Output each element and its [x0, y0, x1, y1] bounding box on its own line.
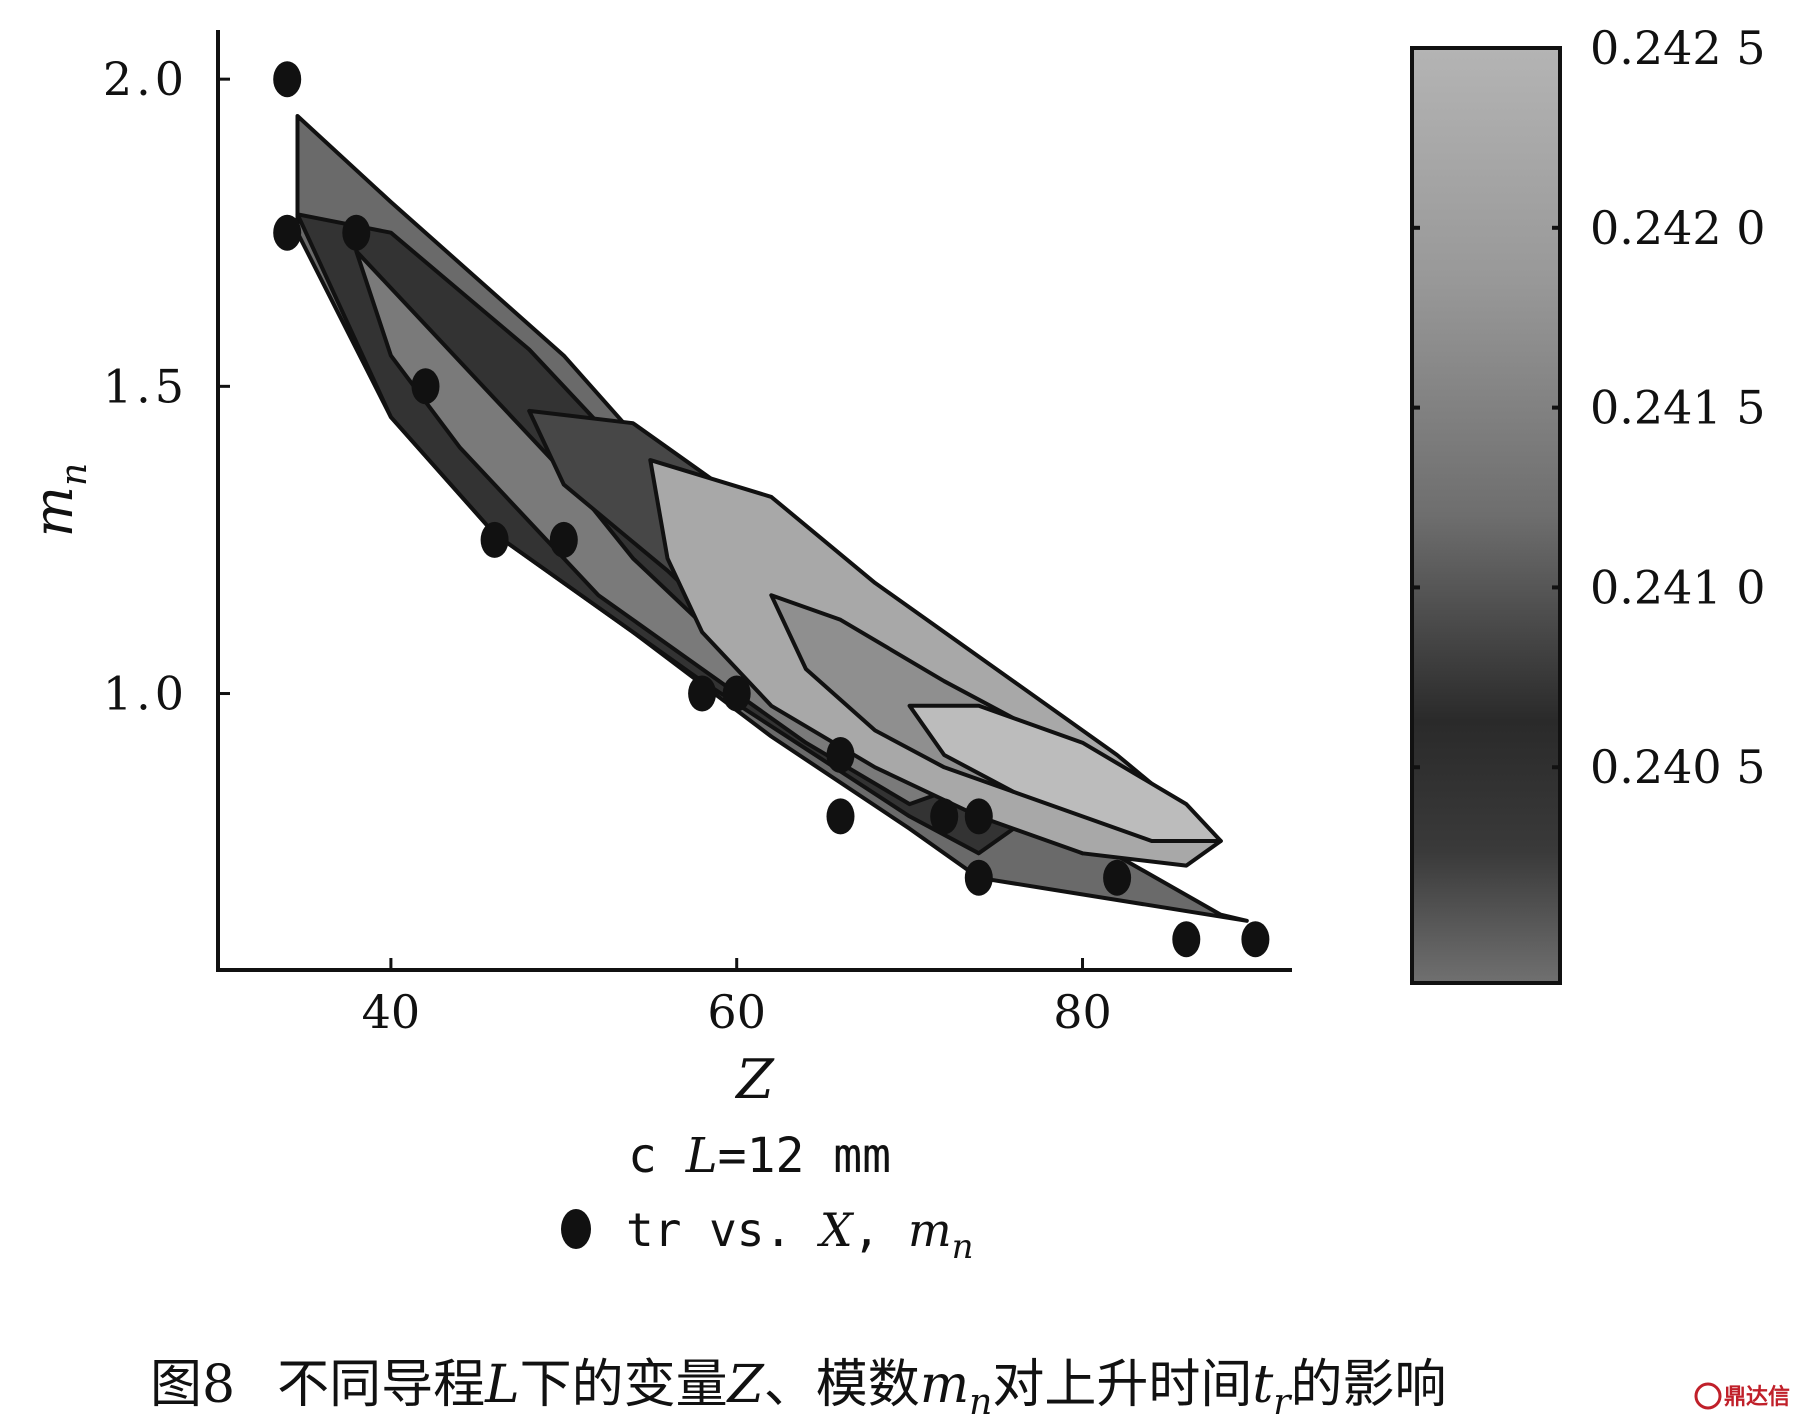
- colorbar-tick-label: 0.242 5: [1590, 21, 1766, 75]
- data-point-11: [964, 798, 993, 835]
- colorbar-tick-label: 0.240 5: [1590, 740, 1766, 794]
- contour-region-mid-band: [354, 249, 947, 807]
- y-axis-title-sub: n: [54, 463, 95, 486]
- data-point-15: [1241, 921, 1270, 958]
- colorbar-gradient: [1410, 46, 1562, 985]
- data-point-14: [1172, 921, 1201, 958]
- y-ticks: 1.0 1.5 2.0: [103, 52, 230, 721]
- data-point-0: [273, 61, 302, 98]
- data-point-3: [411, 368, 440, 405]
- data-point-7: [722, 675, 751, 712]
- chart-subtitle: c L=12 mm: [628, 1128, 891, 1184]
- y-axis-title: mn: [22, 463, 95, 537]
- contour-region-lightest-core: [907, 703, 1223, 843]
- caption-fig-label: 图8: [150, 1355, 235, 1415]
- data-point-12: [964, 859, 993, 896]
- figure-caption: 图8 不同导程L下的变量Z、模数mn对上升时间tr的影响: [150, 1355, 1446, 1423]
- watermark-icon: [1694, 1382, 1722, 1410]
- legend-marker: [561, 1209, 591, 1249]
- data-point-6: [688, 675, 717, 712]
- x-tick-label: 80: [1053, 985, 1112, 1039]
- colorbar-tick-label: 0.241 0: [1590, 560, 1766, 614]
- x-tick-label: 40: [362, 985, 421, 1039]
- colorbar-tick-label: 0.241 5: [1590, 381, 1766, 435]
- legend-label: tr vs. X, mn: [626, 1203, 974, 1267]
- data-point-4: [480, 521, 509, 558]
- x-tick-label: 60: [707, 985, 766, 1039]
- data-point-9: [826, 798, 855, 835]
- contour-regions: [295, 114, 1249, 923]
- data-point-10: [930, 798, 959, 835]
- x-ticks: 40 60 80: [362, 958, 1112, 1039]
- colorbar: 0.242 5 0.242 0 0.241 5 0.241 0 0.240 5: [1410, 21, 1766, 985]
- subtitle-var: L: [685, 1128, 718, 1184]
- data-point-13: [1103, 859, 1132, 896]
- data-point-1: [273, 214, 302, 251]
- data-point-8: [826, 737, 855, 773]
- watermark-logo: 鼎达信: [1694, 1382, 1790, 1410]
- data-point-5: [549, 521, 578, 558]
- x-axis-title: Z: [734, 1048, 775, 1111]
- y-tick-label: 1.0: [103, 667, 188, 721]
- data-point-2: [342, 214, 371, 251]
- y-tick-label: 1.5: [103, 359, 188, 413]
- colorbar-tick-label: 0.242 0: [1590, 201, 1766, 255]
- data-points: [273, 61, 1270, 958]
- colorbar-ticks: 0.242 5 0.242 0 0.241 5 0.241 0 0.240 5: [1412, 21, 1766, 794]
- legend: tr vs. X, mn: [561, 1203, 974, 1267]
- svg-text:鼎达信: 鼎达信: [1724, 1384, 1790, 1410]
- y-tick-label: 2.0: [103, 52, 188, 106]
